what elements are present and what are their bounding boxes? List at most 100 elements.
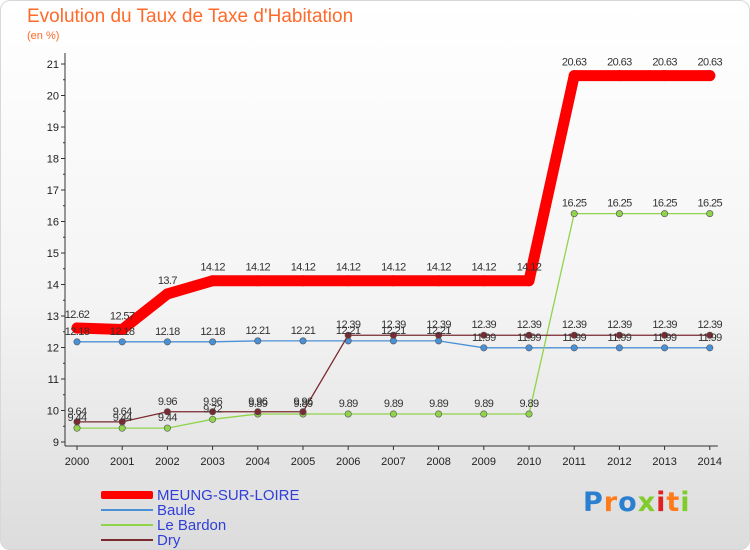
data-label-le-bardon: 9.89 (248, 398, 267, 410)
y-tick-label: 17 (47, 185, 59, 197)
data-point-meung-sur-loire (704, 70, 716, 82)
data-label-le-bardon: 9.89 (293, 398, 312, 410)
data-label-baule: 12.18 (155, 326, 180, 338)
legend-item-meung-sur-loire: MEUNG-SUR-LOIRE (101, 486, 300, 504)
data-point-meung-sur-loire (161, 288, 173, 300)
data-point-le-bardon (389, 410, 397, 418)
legend-label: MEUNG-SUR-LOIRE (157, 486, 300, 504)
data-label-le-bardon: 9.44 (67, 412, 86, 424)
data-point-meung-sur-loire (478, 275, 490, 287)
data-point-baule (163, 338, 171, 346)
y-tick-label: 14 (47, 280, 59, 292)
data-point-dry (570, 331, 578, 339)
y-tick-label: 10 (47, 406, 59, 418)
data-point-meung-sur-loire (387, 275, 399, 287)
data-point-baule (615, 344, 623, 352)
legend-item-dry: Dry (101, 531, 181, 549)
legend-swatch (101, 524, 153, 526)
y-tick-label: 11 (48, 374, 59, 386)
data-label-baule: 12.21 (336, 325, 361, 337)
data-point-dry (389, 331, 397, 339)
x-tick-label: 2012 (607, 456, 631, 468)
data-label-dry: 9.96 (203, 396, 222, 408)
data-point-le-bardon (435, 410, 443, 418)
x-tick-label: 2004 (246, 456, 270, 468)
y-tick-label: 16 (47, 217, 59, 229)
legend-label: Dry (157, 531, 181, 549)
x-tick-label: 2009 (472, 456, 496, 468)
data-label-dry: 12.39 (607, 319, 632, 331)
data-label-meung-sur-loire: 14.12 (200, 262, 225, 274)
data-label-meung-sur-loire: 12.62 (65, 309, 90, 321)
data-label-baule: 11.99 (698, 332, 722, 344)
data-label-le-bardon: 9.89 (474, 398, 493, 410)
data-point-le-bardon (706, 210, 714, 218)
data-label-meung-sur-loire: 20.63 (607, 57, 632, 69)
data-point-le-bardon (525, 410, 533, 418)
data-point-le-bardon (480, 410, 488, 418)
data-label-meung-sur-loire: 14.12 (426, 262, 451, 274)
data-point-dry (706, 331, 714, 339)
legend-swatch (101, 539, 153, 541)
data-point-meung-sur-loire (116, 324, 128, 336)
data-point-dry (525, 331, 533, 339)
data-point-dry (615, 331, 623, 339)
y-tick-label: 12 (47, 343, 59, 355)
data-label-dry: 12.39 (652, 319, 677, 331)
data-point-le-bardon (163, 424, 171, 432)
data-label-le-bardon: 16.25 (607, 198, 632, 210)
data-label-baule: 11.99 (653, 332, 677, 344)
data-point-meung-sur-loire (297, 275, 309, 287)
legend-swatch (101, 491, 153, 499)
logo-letter: x (637, 487, 657, 518)
logo-letter: P (583, 487, 604, 518)
data-label-le-bardon: 16.25 (562, 198, 587, 210)
data-label-meung-sur-loire: 14.12 (291, 262, 316, 274)
data-label-meung-sur-loire: 14.12 (381, 262, 406, 274)
x-tick-label: 2014 (698, 456, 722, 468)
logo-letter: i (680, 487, 691, 518)
data-point-baule (661, 344, 669, 352)
proxiti-logo: Proxiti (583, 487, 691, 518)
data-point-meung-sur-loire (523, 275, 535, 287)
data-point-baule (209, 338, 217, 346)
legend-item-le-bardon: Le Bardon (101, 517, 226, 534)
data-label-meung-sur-loire: 14.12 (246, 262, 271, 274)
data-point-meung-sur-loire (342, 275, 354, 287)
data-point-dry (118, 418, 126, 426)
x-tick-label: 2011 (562, 456, 586, 468)
data-label-baule: 12.21 (246, 325, 271, 337)
data-point-baule (706, 344, 714, 352)
x-tick-label: 2005 (291, 456, 315, 468)
data-label-le-bardon: 16.25 (698, 198, 723, 210)
data-label-dry: 9.96 (158, 396, 177, 408)
data-point-le-bardon (344, 410, 352, 418)
data-point-dry (209, 408, 217, 416)
data-label-le-bardon: 9.44 (113, 412, 132, 424)
y-tick-label: 21 (47, 59, 59, 71)
data-label-dry: 9.96 (248, 396, 267, 408)
data-label-le-bardon: 9.72 (203, 403, 222, 415)
data-point-baule (299, 337, 307, 345)
x-tick-label: 2002 (155, 456, 179, 468)
data-label-baule: 12.18 (200, 326, 225, 338)
data-point-dry (435, 331, 443, 339)
data-point-dry (344, 331, 352, 339)
chart-title: Evolution du Taux de Taxe d'Habitation (27, 6, 354, 27)
data-label-baule: 12.21 (291, 325, 316, 337)
data-label-dry: 12.39 (562, 319, 587, 331)
data-point-meung-sur-loire (433, 275, 445, 287)
data-label-baule: 11.99 (472, 332, 496, 344)
data-label-dry: 9.96 (293, 396, 312, 408)
legend-swatch (101, 509, 153, 511)
data-label-meung-sur-loire: 20.63 (562, 57, 587, 69)
data-label-le-bardon: 9.89 (519, 398, 538, 410)
data-point-le-bardon (570, 210, 578, 218)
data-label-dry: 12.39 (698, 319, 723, 331)
data-label-baule: 11.99 (608, 332, 632, 344)
chart-unit-label: (en %) (27, 30, 60, 42)
data-point-dry (73, 418, 81, 426)
logo-letter: r (603, 487, 619, 518)
data-point-baule (480, 344, 488, 352)
